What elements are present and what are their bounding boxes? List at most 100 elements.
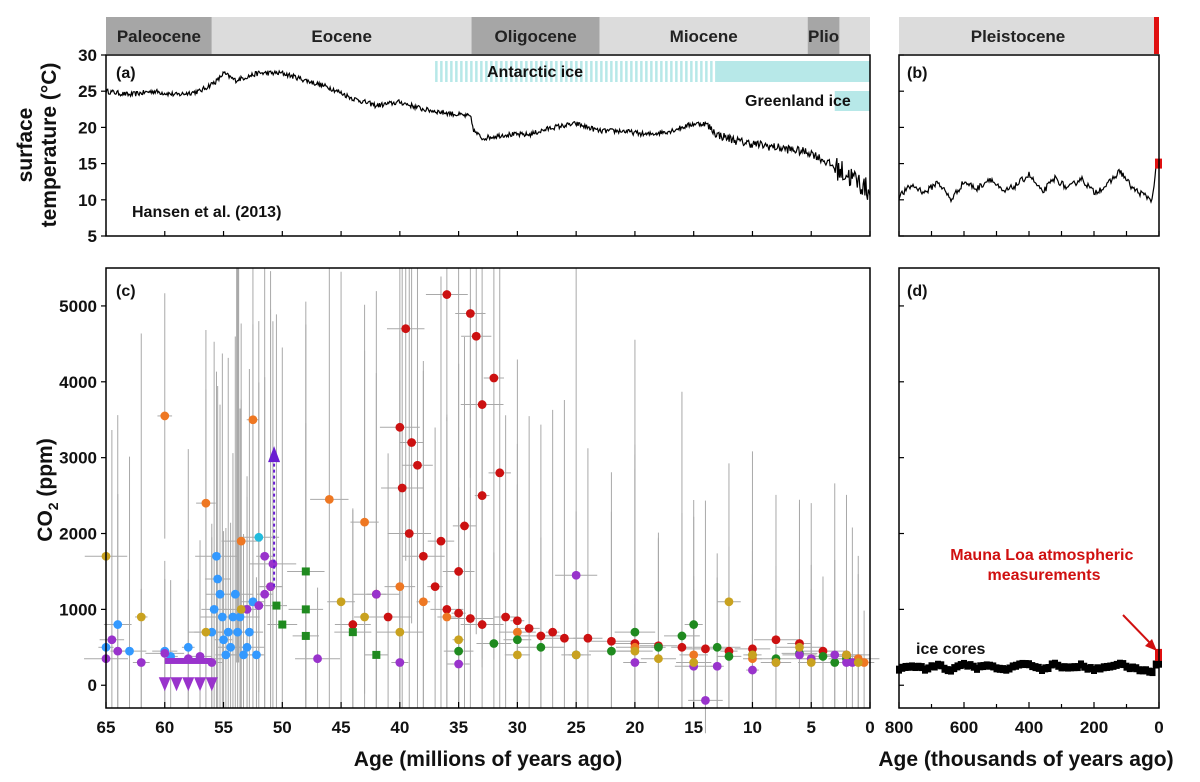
co2-point-green — [712, 642, 722, 652]
co2-point-purple — [795, 650, 804, 660]
co2-point-orange — [689, 650, 699, 660]
co2-point-red — [536, 631, 546, 641]
ice-core-co2-point — [905, 662, 912, 671]
ice-core-co2-point — [1094, 664, 1101, 673]
co2-point-gold — [853, 658, 863, 667]
ice-core-co2-point — [912, 663, 919, 672]
antarctic-ice-intermittent-stripe — [465, 61, 468, 82]
co2-point-green-square — [301, 567, 310, 576]
co2-point-cyan — [254, 532, 264, 542]
co2-x-axis-title: Age (millions of years ago) — [354, 748, 622, 771]
ice-core-co2-point — [1130, 663, 1136, 672]
co2-point-green — [607, 646, 616, 656]
ice-core-co2-point — [1110, 661, 1117, 670]
co2-xtick-label: 15 — [684, 718, 703, 737]
epoch-label-eocene: Eocene — [311, 27, 371, 46]
co2-point-green — [654, 642, 663, 652]
antarctic-ice-intermittent-stripe — [695, 61, 698, 82]
co2-point-blue — [239, 650, 248, 660]
antarctic-ice-intermittent-stripe — [685, 61, 688, 82]
co2-point-purple — [371, 589, 381, 599]
co2-point-green-square — [372, 650, 381, 659]
ice-core-co2-point — [1087, 664, 1094, 673]
temperature-ytick-label: 10 — [78, 191, 97, 210]
temperature-ytick-label: 15 — [78, 155, 97, 174]
co2-point-gold — [806, 658, 816, 667]
antarctic-ice-intermittent-stripe — [450, 61, 453, 82]
co2-point-red — [442, 290, 452, 299]
epoch-band-eocene — [211, 17, 472, 54]
co2-point-red — [436, 536, 446, 546]
co2-xtick-label: 35 — [449, 718, 468, 737]
co2-point-blue — [233, 627, 243, 637]
antarctic-ice-intermittent-stripe — [615, 61, 618, 82]
source-annotation: Hansen et al. (2013) — [132, 204, 281, 221]
ice-core-co2-point — [922, 665, 928, 674]
co2-purple-triangle-marker — [182, 677, 195, 692]
antarctic-ice-continuous — [717, 61, 870, 82]
antarctic-ice-intermittent-stripe — [455, 61, 458, 82]
co2-point-blue — [213, 574, 223, 584]
ice-core-co2-xtick-label: 800 — [885, 718, 913, 737]
antarctic-ice-intermittent-stripe — [520, 61, 523, 82]
co2-point-red — [477, 620, 487, 629]
ice-core-co2-point — [1091, 665, 1097, 674]
ice-core-co2-point — [1097, 664, 1104, 673]
ice-core-co2-point — [983, 661, 990, 670]
co2-point-gold — [795, 642, 804, 652]
pleistocene-temperature-path — [898, 161, 1160, 204]
co2-point-red — [477, 400, 487, 409]
antarctic-ice-intermittent-stripe — [510, 61, 513, 82]
antarctic-ice-intermittent-stripe — [470, 61, 473, 82]
epoch-band-plio — [807, 17, 840, 54]
co2-xtick-label: 25 — [567, 718, 586, 737]
co2-xtick-label: 65 — [97, 718, 116, 737]
co2-point-orange — [395, 582, 405, 592]
ice-core-co2-point — [1123, 662, 1130, 671]
ice-core-co2-point — [1013, 661, 1019, 670]
ice-core-co2-point — [1071, 663, 1078, 672]
antarctic-ice-label: Antarctic ice — [487, 64, 583, 81]
pleistocene-temperature-frame — [898, 54, 1160, 237]
co2-point-green — [630, 627, 640, 637]
temperature-line — [105, 69, 871, 200]
antarctic-ice-intermittent-stripe — [675, 61, 678, 82]
co2-point-green — [689, 620, 699, 629]
temperature-axes-frame — [105, 54, 871, 237]
antarctic-ice-intermittent-stripe — [545, 61, 548, 82]
co2-point-purple — [254, 601, 264, 610]
co2-point-red — [460, 521, 469, 531]
antarctic-ice-intermittent-stripe — [440, 61, 443, 82]
co2-point-gold — [512, 650, 522, 660]
co2-xtick-label: 50 — [273, 718, 292, 737]
ice-core-co2-point — [1139, 666, 1146, 675]
co2-point-red — [383, 612, 393, 622]
co2-point-blue — [221, 650, 231, 660]
co2-point-orange — [512, 627, 522, 637]
antarctic-ice-intermittent-stripe — [710, 61, 713, 82]
antarctic-ice-intermittent-stripe — [550, 61, 553, 82]
pleistocene-timescale: Pleistocene — [899, 17, 1159, 54]
epoch-band-miocene — [599, 17, 808, 54]
co2-point-red — [407, 438, 416, 447]
co2-point-gold — [136, 612, 146, 622]
co2-point-orange — [236, 536, 246, 546]
ice-core-co2-point — [1107, 662, 1114, 671]
epoch-band-paleocene — [106, 17, 212, 54]
antarctic-ice-intermittent-stripe — [445, 61, 448, 82]
co2-xtick-label: 5 — [806, 718, 815, 737]
mauna-loa-arrowhead — [1145, 639, 1157, 651]
ice-core-co2-xtick-label: 600 — [950, 718, 978, 737]
co2-ytick-label: 4000 — [59, 373, 97, 392]
co2-point-green-square — [301, 605, 310, 614]
co2-point-blue — [209, 604, 219, 614]
co2-point-purple — [260, 551, 270, 561]
co2-point-red — [465, 309, 475, 318]
temperature-ticks: 5 10 15 20 25 30 — [78, 46, 871, 246]
co2-ytick-label: 0 — [88, 676, 97, 695]
co2-point-purple — [454, 659, 464, 669]
ice-core-co2-point — [980, 662, 987, 671]
antarctic-ice-intermittent-stripe — [490, 61, 493, 82]
ice-core-co2-point — [1152, 660, 1159, 669]
